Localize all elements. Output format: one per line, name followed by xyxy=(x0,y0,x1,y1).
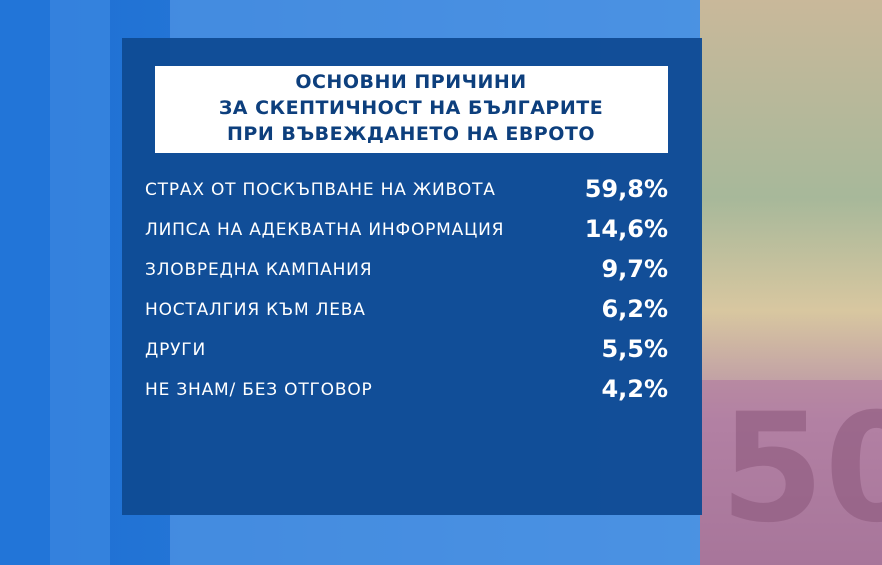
row-label: ЛИПСА НА АДЕКВАТНА ИНФОРМАЦИЯ xyxy=(145,220,504,240)
svg-text:50: 50 xyxy=(720,382,882,556)
row-value: 6,2% xyxy=(601,295,668,323)
row-value: 59,8% xyxy=(585,175,668,203)
row-label: НОСТАЛГИЯ КЪМ ЛЕВА xyxy=(145,300,366,320)
row-value: 14,6% xyxy=(585,215,668,243)
row-label: СТРАХ ОТ ПОСКЪПВАНЕ НА ЖИВОТА xyxy=(145,180,496,200)
title-line: ОСНОВНИ ПРИЧИНИ xyxy=(295,71,526,93)
title-line: ПРИ ВЪВЕЖДАНЕТО НА ЕВРОТО xyxy=(227,123,595,145)
row-value: 9,7% xyxy=(601,255,668,283)
title-line: ЗА СКЕПТИЧНОСТ НА БЪЛГАРИТЕ xyxy=(219,97,603,119)
content: ОСНОВНИ ПРИЧИНИ ЗА СКЕПТИЧНОСТ НА БЪЛГАРИ… xyxy=(145,71,668,403)
row-label: ЗЛОВРЕДНА КАМПАНИЯ xyxy=(145,260,372,280)
row-label: ДРУГИ xyxy=(145,340,206,360)
row-label: НЕ ЗНАМ/ БЕЗ ОТГОВОР xyxy=(145,380,373,400)
row-value: 5,5% xyxy=(601,335,668,363)
title-box xyxy=(155,66,668,153)
row-value: 4,2% xyxy=(601,375,668,403)
